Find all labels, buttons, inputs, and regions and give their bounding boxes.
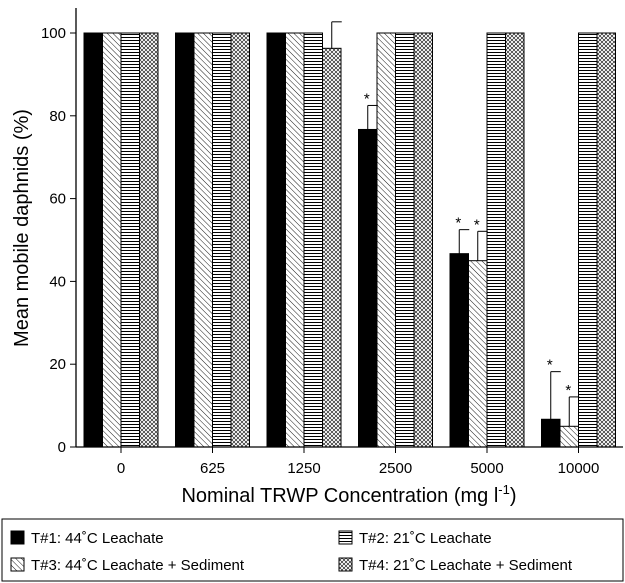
bar-series4-2500 [413,32,433,448]
bar-series1-0 [83,32,103,448]
legend: T#1: 44˚C Leachate T#2: 21˚C Leachate T#… [1,518,624,582]
y-tick-label-40: 40 [49,273,66,290]
legend-swatch-t2 [338,530,353,545]
bar-series4-10000 [596,32,616,448]
significance-marker-series3-5000: * [474,216,480,233]
bar-series2-1250 [303,32,323,448]
y-tick-label-100: 100 [41,25,66,42]
x-axis-label: Nominal TRWP Concentration (mg l-1) [181,482,516,507]
legend-box [1,518,624,582]
significance-marker-series1-10000: * [547,357,553,374]
bar-series4-0 [139,32,159,448]
bar-series1-1250 [266,32,286,448]
y-tick-label-80: 80 [49,108,66,125]
bar-series1-10000 [541,418,561,448]
bar-series2-10000 [578,32,598,448]
legend-swatch-t1 [10,530,25,545]
legend-label-t1: T#1: 44˚C Leachate [31,530,164,547]
bar-series3-0 [102,32,122,448]
y-tick-label-20: 20 [49,356,66,373]
y-axis-ticks: 0 20 40 60 80 100 [41,25,76,456]
y-tick-label-60: 60 [49,191,66,208]
bar-series2-625 [212,32,232,448]
bar-series1-2500 [358,128,378,448]
error-bars-group [331,21,580,427]
x-tick-label-10000: 10000 [558,460,600,477]
legend-label-t3: T#3: 44˚C Leachate + Sediment [31,557,245,574]
legend-swatch-t4 [338,557,353,572]
significance-marker-series1-2500: * [364,90,370,107]
legend-label-t2: T#2: 21˚C Leachate [359,530,492,547]
bar-series3-10000 [559,425,579,448]
bar-series1-625 [175,32,195,448]
legend-label-t4: T#4: 21˚C Leachate + Sediment [359,557,573,574]
x-axis-label-main: Nominal TRWP Concentration (mg l [181,485,498,507]
x-tick-label-2500: 2500 [379,460,412,477]
bar-series1-5000 [449,253,469,448]
bar-series3-625 [193,32,213,448]
bar-series2-0 [120,32,140,448]
y-tick-label-0: 0 [58,439,66,456]
bars-group [83,32,616,448]
bar-series2-2500 [395,32,415,448]
significance-marker-series1-5000: * [455,215,461,232]
x-tick-label-0: 0 [117,460,125,477]
bar-series4-625 [230,32,250,448]
x-axis-label-suffix: ) [510,485,517,507]
bar-series4-1250 [322,47,342,448]
bar-series3-1250 [285,32,305,448]
bar-series4-5000 [505,32,525,448]
x-axis-ticks: 0 625 1250 2500 5000 10000 [117,447,600,477]
y-axis-label: Mean mobile daphnids (%) [11,109,33,347]
significance-markers-group: * * * * * [364,90,572,398]
bar-series3-5000 [468,260,488,448]
x-tick-label-1250: 1250 [287,460,320,477]
bar-series2-5000 [486,32,506,448]
x-tick-label-5000: 5000 [470,460,503,477]
legend-swatch-t3 [10,557,25,572]
x-tick-label-625: 625 [200,460,225,477]
significance-marker-series3-10000: * [565,382,571,399]
x-axis-label-superscript: -1 [498,482,510,497]
bar-series3-2500 [376,32,396,448]
